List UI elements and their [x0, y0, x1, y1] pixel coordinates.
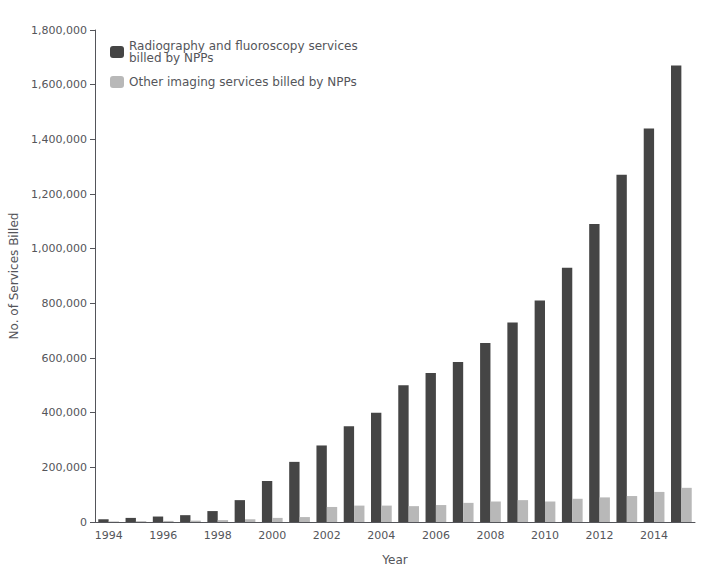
- svg-text:1,800,000: 1,800,000: [31, 24, 87, 37]
- svg-text:1,400,000: 1,400,000: [31, 133, 87, 146]
- svg-text:billed by NPPs: billed by NPPs: [129, 51, 213, 65]
- svg-text:1,600,000: 1,600,000: [31, 78, 87, 91]
- svg-text:1,200,000: 1,200,000: [31, 188, 87, 201]
- svg-text:1998: 1998: [204, 529, 232, 542]
- svg-text:0: 0: [80, 516, 87, 529]
- svg-text:200,000: 200,000: [42, 461, 88, 474]
- svg-text:2014: 2014: [640, 529, 668, 542]
- svg-text:800,000: 800,000: [42, 297, 88, 310]
- svg-text:Other imaging services billed: Other imaging services billed by NPPs: [129, 75, 357, 89]
- svg-text:2008: 2008: [476, 529, 504, 542]
- svg-text:Year: Year: [381, 553, 407, 567]
- svg-text:1,000,000: 1,000,000: [31, 242, 87, 255]
- svg-text:2006: 2006: [422, 529, 450, 542]
- svg-text:No. of Services Billed: No. of Services Billed: [7, 213, 21, 340]
- svg-text:2004: 2004: [367, 529, 395, 542]
- svg-text:2012: 2012: [586, 529, 614, 542]
- svg-text:400,000: 400,000: [42, 406, 88, 419]
- svg-text:2002: 2002: [313, 529, 341, 542]
- svg-text:2000: 2000: [258, 529, 286, 542]
- svg-text:1994: 1994: [95, 529, 123, 542]
- svg-text:2010: 2010: [531, 529, 559, 542]
- svg-text:Radiography and fluoroscopy se: Radiography and fluoroscopy services: [129, 39, 358, 53]
- svg-text:1996: 1996: [149, 529, 177, 542]
- svg-text:600,000: 600,000: [42, 352, 88, 365]
